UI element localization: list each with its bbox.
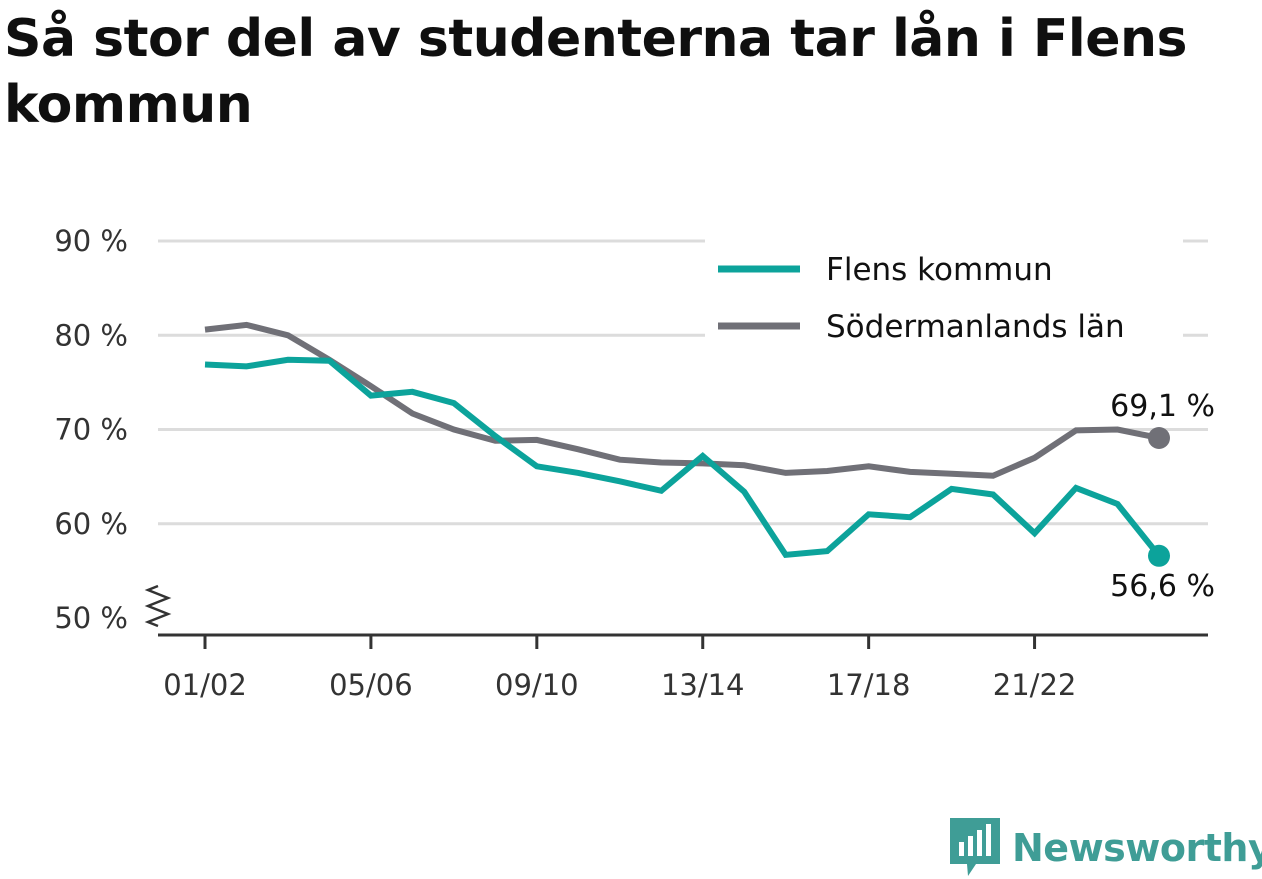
chart-title: Så stor del av studenterna tar lån i Fle…	[4, 9, 1188, 135]
end-value-label: 69,1 %	[1110, 389, 1215, 424]
series-end-marker	[1148, 426, 1170, 449]
end-labels: 56,6 % 69,1 %	[1110, 389, 1215, 604]
brand-name: Newsworthy	[1012, 826, 1262, 870]
legend-label: Flens kommun	[826, 252, 1053, 288]
y-tick-label: 80 %	[54, 318, 128, 352]
x-tick-label: 17/18	[827, 668, 911, 702]
y-tick-label: 70 %	[54, 413, 128, 447]
newsworthy-logo-icon	[950, 818, 1000, 876]
x-tick-label: 01/02	[163, 668, 247, 702]
axes: 90 % 80 % 70 % 60 % 50 % 01/02 05/06 09/10 13/14…	[54, 224, 1208, 702]
x-tick-label: 21/22	[993, 668, 1077, 702]
x-tick-label: 05/06	[329, 668, 413, 702]
end-value-label: 56,6 %	[1110, 569, 1215, 604]
x-tick-label: 13/14	[661, 668, 745, 702]
x-tick-label: 09/10	[495, 668, 579, 702]
legend-label: Södermanlands län	[826, 309, 1125, 345]
series-end-marker	[1148, 544, 1170, 567]
y-tick-label: 60 %	[54, 507, 128, 541]
y-tick-label: 90 %	[54, 224, 128, 258]
series-line	[204, 321, 1160, 479]
y-axis-break-icon	[144, 584, 172, 628]
series-lines	[204, 321, 1170, 567]
y-tick-label: 50 %	[54, 601, 128, 635]
brand-logo: Newsworthy	[950, 818, 1262, 878]
series-line	[204, 356, 1162, 559]
legend-box	[705, 236, 1183, 361]
legend: Flens kommun Södermanlands län	[705, 236, 1183, 361]
